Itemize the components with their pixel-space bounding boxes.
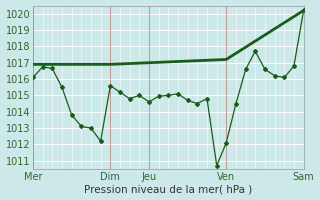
X-axis label: Pression niveau de la mer( hPa ): Pression niveau de la mer( hPa ) xyxy=(84,184,252,194)
